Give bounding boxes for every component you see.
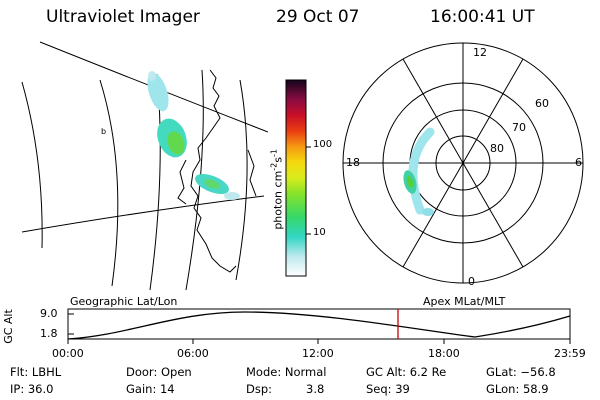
timeline-x-tick-0: 00:00 <box>52 347 84 360</box>
info-seq: Seq: 39 <box>366 382 410 396</box>
timeline-x-tick-1: 06:00 <box>177 347 209 360</box>
colorbar-gradient <box>285 79 307 277</box>
timeline-y-top: 9.0 <box>40 307 58 320</box>
polar-label-left: 18 <box>346 156 360 169</box>
info-dsp-label: Dsp: <box>246 382 273 396</box>
colorbar-tick-label-10: 10 <box>313 227 326 238</box>
timeline-x-tick-3: 18:00 <box>428 347 460 360</box>
info-glat: GLat: −56.8 <box>486 365 556 379</box>
timeline-y-bottom: 1.8 <box>40 327 58 340</box>
colorbar-tick-label-100: 100 <box>313 139 333 150</box>
timeline-x-tick-2: 12:00 <box>302 347 334 360</box>
polar-ring-60: 60 <box>535 97 549 110</box>
timeline-x-tick-4: 23:59 <box>554 347 586 360</box>
polar-ring-70: 70 <box>512 121 526 134</box>
info-door: Door: Open <box>126 365 192 379</box>
polar-plot <box>342 42 584 284</box>
timeline-left-label: Geographic Lat/Lon <box>70 295 178 308</box>
timeline-right-label: Apex MLat/MLT <box>423 295 506 308</box>
polar-label-top: 12 <box>473 46 487 59</box>
info-ip: IP: 36.0 <box>10 382 54 396</box>
info-gain: Gain: 14 <box>126 382 175 396</box>
colorbar-units-label: photon cm-2s-1 <box>269 149 285 230</box>
app-title: Ultraviolet Imager <box>46 7 200 27</box>
polar-label-bottom: 0 <box>468 275 475 288</box>
info-gcalt: GC Alt: 6.2 Re <box>366 365 447 379</box>
info-flt: Flt: LBHL <box>10 365 62 379</box>
info-glon: GLon: 58.9 <box>486 382 549 396</box>
polar-aurora <box>403 127 435 216</box>
timeline-axis-label: GC Alt <box>1 309 15 344</box>
map-marker-text: b <box>101 127 106 136</box>
info-dsp-value: 3.8 <box>306 382 325 396</box>
polar-ring-80: 80 <box>490 142 504 155</box>
geographic-map <box>21 41 268 290</box>
date-label: 29 Oct 07 <box>276 7 360 27</box>
time-label: 16:00:41 UT <box>430 7 535 27</box>
timeline-plot <box>67 308 571 344</box>
polar-label-right: 6 <box>575 156 582 169</box>
info-mode: Mode: Normal <box>246 365 327 379</box>
